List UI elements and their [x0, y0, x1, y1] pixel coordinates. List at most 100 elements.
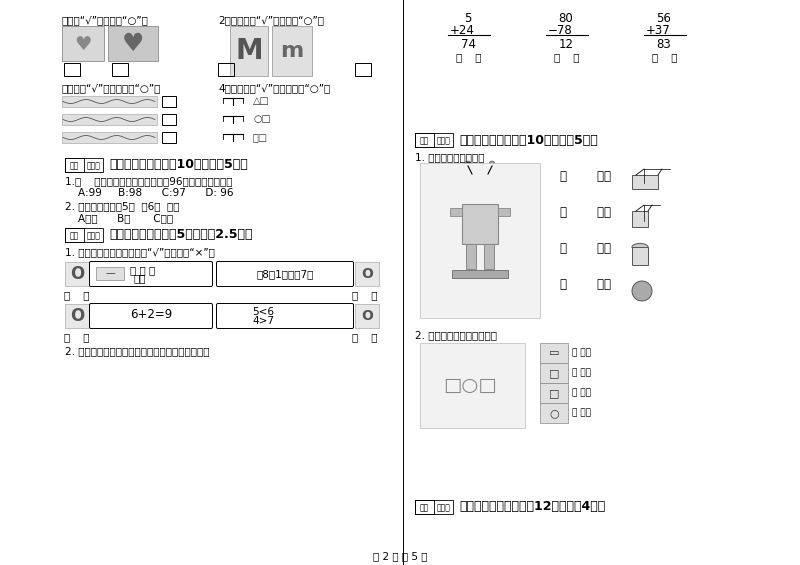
Bar [112, 63, 128, 76]
Bar [355, 63, 371, 76]
Text: 得分: 得分 [70, 231, 79, 240]
Bar [540, 343, 568, 363]
Text: （ ）个: （ ）个 [572, 349, 591, 358]
Bar [540, 383, 568, 403]
Bar [162, 114, 176, 125]
Bar [62, 114, 157, 125]
Bar [420, 343, 525, 428]
Bar [355, 262, 379, 286]
Bar [632, 175, 658, 189]
Text: （    ）: （ ） [554, 52, 579, 62]
Bar [498, 208, 510, 216]
Bar [65, 158, 84, 172]
Bar [62, 26, 104, 61]
Circle shape [632, 281, 652, 301]
Circle shape [470, 182, 478, 190]
Text: 74: 74 [461, 38, 475, 51]
Bar [462, 204, 498, 244]
Text: 2、高大的画“√”，矮的画“○”。: 2、高大的画“√”，矮的画“○”。 [218, 15, 324, 25]
Circle shape [489, 161, 495, 167]
Text: 五、对与错（本题共5分，每题2.5分）: 五、对与错（本题共5分，每题2.5分） [109, 228, 253, 241]
Text: ○□: ○□ [253, 114, 270, 124]
Bar [62, 132, 157, 143]
Bar [415, 133, 453, 147]
Text: 是 长 方: 是 长 方 [130, 265, 155, 275]
Text: 🍌□: 🍌□ [253, 132, 268, 142]
Text: 56: 56 [657, 12, 671, 25]
Text: 评卷人: 评卷人 [86, 231, 101, 240]
Bar [65, 262, 89, 286]
Text: （    ）: （ ） [64, 290, 90, 300]
Bar [632, 247, 648, 265]
Text: 得分: 得分 [70, 161, 79, 170]
Text: □○□: □○□ [443, 376, 497, 394]
Bar [632, 211, 648, 227]
Text: A:99     B:98      C:97      D: 96: A:99 B:98 C:97 D: 96 [78, 188, 234, 198]
Bar [540, 403, 568, 423]
Text: ▭: ▭ [549, 348, 559, 358]
Text: （    ）: （ ） [352, 332, 378, 342]
Text: （    ）: （ ） [64, 332, 90, 342]
Text: O: O [361, 309, 373, 323]
Text: 6+2=9: 6+2=9 [130, 308, 172, 321]
Text: 5<6: 5<6 [252, 307, 274, 317]
Text: 最短的画“√”，最长的画“○”。: 最短的画“√”，最长的画“○”。 [62, 83, 162, 93]
Text: 4>7: 4>7 [252, 316, 274, 326]
Text: —: — [105, 268, 115, 278]
Bar [65, 228, 84, 242]
Text: ○: ○ [549, 408, 559, 418]
Text: m: m [280, 41, 304, 61]
Text: 四、选一选（本题共10分，每题5分）: 四、选一选（本题共10分，每题5分） [109, 159, 248, 172]
Bar [162, 132, 176, 143]
Text: （ ）个: （ ）个 [572, 389, 591, 398]
Bar [230, 26, 268, 76]
Bar [415, 500, 453, 514]
Circle shape [465, 173, 495, 203]
Text: 12: 12 [558, 38, 574, 51]
Ellipse shape [632, 244, 648, 250]
Bar [218, 63, 234, 76]
Text: 七、看图说话（本题共12分，每题4分）: 七、看图说话（本题共12分，每题4分） [459, 501, 606, 514]
Bar [65, 158, 103, 172]
Bar [355, 304, 379, 328]
Text: △□: △□ [253, 96, 270, 106]
Bar [96, 267, 124, 280]
Text: 1. 数一数，填一填吧。: 1. 数一数，填一填吧。 [415, 152, 485, 162]
Text: 六、数一数（本题共10分，每题5分）: 六、数一数（本题共10分，每题5分） [459, 133, 598, 146]
Text: +37: +37 [646, 24, 670, 37]
Text: ［        ］个: ［ ］个 [560, 242, 611, 255]
Bar [415, 133, 434, 147]
Bar [65, 228, 103, 242]
Text: 得分: 得分 [420, 136, 429, 145]
Bar [272, 26, 312, 76]
Text: （    ）: （ ） [652, 52, 678, 62]
Text: O: O [361, 267, 373, 281]
Text: 得分: 得分 [420, 503, 429, 512]
Text: 5: 5 [464, 12, 472, 25]
Text: 评卷人: 评卷人 [437, 136, 450, 145]
Text: 评卷人: 评卷人 [437, 503, 450, 512]
Bar [162, 96, 176, 107]
Text: □: □ [549, 388, 559, 398]
Bar [108, 26, 158, 61]
Text: （    ）: （ ） [352, 290, 378, 300]
Text: 毖8大1的数是7。: 毖8大1的数是7。 [256, 269, 314, 279]
Text: ［        ］个: ［ ］个 [560, 206, 611, 219]
Text: 1.（    ）不是最大的两位数，但比96大，面且是双数。: 1.（ ）不是最大的两位数，但比96大，面且是双数。 [65, 176, 233, 186]
Text: 4、最轻的画“√”，最重的画“○”。: 4、最轻的画“√”，最重的画“○”。 [218, 83, 330, 93]
Bar [420, 163, 540, 318]
Text: 80: 80 [558, 12, 574, 25]
Bar [415, 500, 434, 514]
Text: ♥: ♥ [122, 32, 144, 56]
Text: 第 2 页 共 5 页: 第 2 页 共 5 页 [373, 551, 427, 561]
Bar [466, 244, 476, 269]
Text: 大的画“√”，小的画“○”。: 大的画“√”，小的画“○”。 [62, 15, 149, 25]
Text: A、元      B分       C、角: A、元 B分 C、角 [78, 213, 173, 223]
Bar [450, 208, 462, 216]
Text: 2. 一支钐笔价钱是5（  ）6（  ）。: 2. 一支钐笔价钱是5（ ）6（ ）。 [65, 201, 179, 211]
Bar [484, 244, 494, 269]
Bar [452, 270, 508, 278]
Text: □: □ [549, 368, 559, 378]
Text: O: O [70, 265, 84, 283]
Text: +24: +24 [450, 24, 475, 37]
